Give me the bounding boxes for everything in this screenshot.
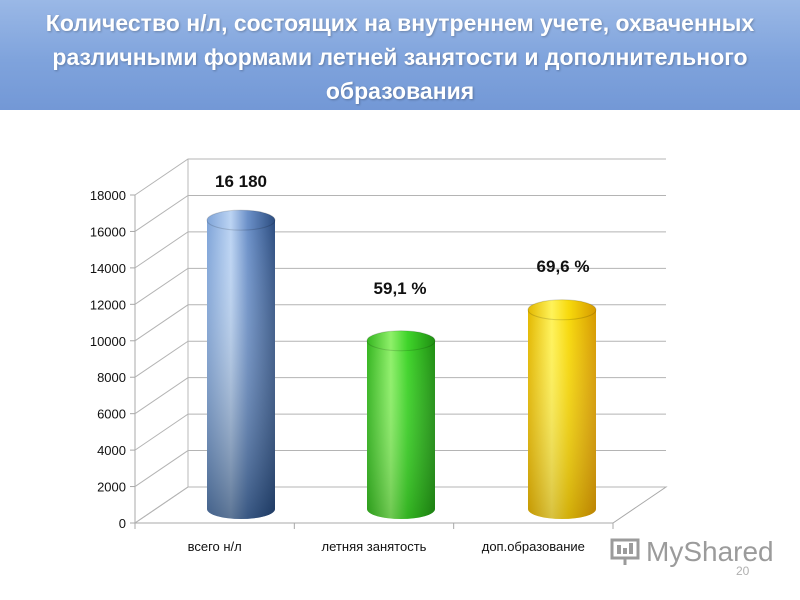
data-label: 59,1 % <box>374 279 427 298</box>
x-tick-label: доп.образование <box>482 539 585 554</box>
bar-1 <box>366 330 436 519</box>
gridline <box>134 231 666 269</box>
x-tick-label: летняя занятость <box>322 539 427 554</box>
y-tick-label: 4000 <box>97 443 126 458</box>
page-title: Количество н/л, состоящих на внутреннем … <box>45 10 755 104</box>
gridline <box>134 377 666 415</box>
y-tick-label: 10000 <box>90 334 126 349</box>
bar-shade <box>367 340 435 519</box>
gridline <box>134 194 666 232</box>
x-tick-label: всего н/л <box>188 539 242 554</box>
bar-top <box>206 209 276 231</box>
gridline <box>134 304 666 342</box>
gridline <box>134 413 666 451</box>
y-tick-label: 6000 <box>97 407 126 422</box>
bar-shade <box>207 220 275 519</box>
bar-top <box>366 330 436 352</box>
y-tick-label: 16000 <box>90 224 126 239</box>
bar-shade <box>528 309 596 519</box>
x-axis: всего н/л летняя занятость доп.образование <box>134 523 614 554</box>
title-banner: Количество н/л, состоящих на внутреннем … <box>0 0 800 110</box>
gridline <box>134 486 666 524</box>
gridline <box>134 450 666 487</box>
y-tick-label: 8000 <box>97 370 126 385</box>
watermark-text: MyShared <box>646 536 774 567</box>
y-axis: 0 2000 4000 6000 8000 10000 12000 14000 16000 180… <box>90 188 135 531</box>
y-tick-label: 0 <box>119 516 126 531</box>
y-tick-label: 12000 <box>90 297 126 312</box>
data-label: 16 180 <box>215 172 267 191</box>
watermark: MyShared <box>610 536 774 568</box>
gridline <box>134 158 666 196</box>
bar-top <box>527 299 597 321</box>
page-number: 20 <box>736 564 750 578</box>
bar-0 <box>206 209 276 519</box>
presentation-icon <box>610 538 640 565</box>
gridline <box>134 267 666 305</box>
y-tick-label: 14000 <box>90 261 126 276</box>
y-tick-label: 18000 <box>90 188 126 203</box>
bars: 16 180 59,1 % 69,6 % <box>206 172 597 519</box>
y-tick-label: 2000 <box>97 480 126 495</box>
bar-2 <box>527 299 597 519</box>
gridline <box>134 340 666 378</box>
data-label: 69,6 % <box>537 257 590 276</box>
